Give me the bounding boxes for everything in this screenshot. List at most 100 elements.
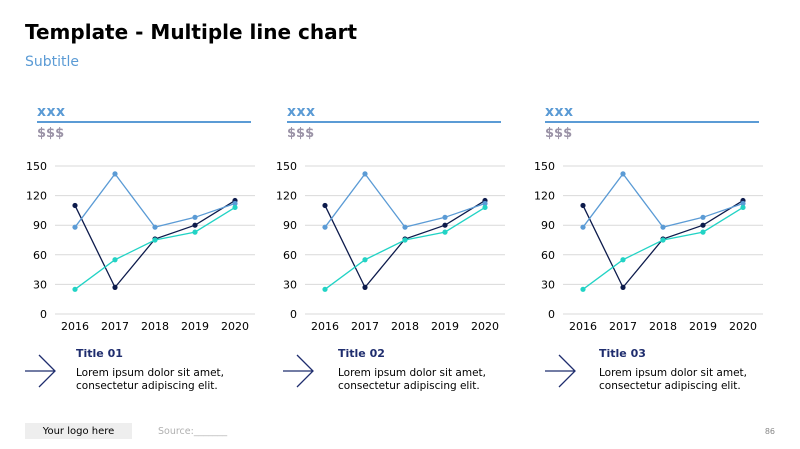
caption-title: Title 02 — [338, 347, 385, 360]
data-point — [112, 257, 118, 263]
panel-heading: xxx — [37, 104, 66, 120]
data-point — [442, 229, 448, 235]
page-number: 86 — [764, 427, 775, 436]
series-line — [74, 206, 236, 290]
x-tick-label: 2018 — [649, 320, 677, 333]
y-tick-label: 0 — [290, 308, 297, 321]
y-tick-label: 60 — [33, 249, 47, 262]
arrow-right-icon — [25, 354, 56, 388]
logo-placeholder: Your logo here — [25, 423, 132, 439]
data-point — [482, 204, 488, 211]
y-tick-label: 30 — [33, 278, 47, 291]
data-point — [620, 284, 626, 290]
y-tick-label: 90 — [283, 219, 297, 232]
x-tick-label: 2020 — [729, 320, 757, 333]
data-point — [152, 237, 158, 243]
data-point — [402, 224, 408, 230]
data-point — [112, 171, 118, 177]
x-tick-label: 2020 — [471, 320, 499, 333]
data-point — [442, 214, 448, 220]
data-point — [112, 284, 118, 290]
x-tick-label: 2018 — [141, 320, 169, 333]
data-point — [700, 229, 706, 235]
data-point — [192, 222, 198, 228]
series-line — [582, 206, 744, 290]
caption-body: Lorem ipsum dolor sit amet, consectetur … — [599, 367, 747, 392]
panel-value-label: $$$ — [545, 126, 573, 141]
data-point — [192, 229, 198, 235]
y-tick-label: 60 — [541, 249, 555, 262]
caption-title: Title 03 — [599, 347, 646, 360]
series-line — [324, 172, 486, 228]
y-tick-label: 0 — [548, 308, 555, 321]
data-point — [192, 214, 198, 220]
y-tick-label: 30 — [541, 278, 555, 291]
series-line — [582, 172, 744, 228]
x-tick-label: 2016 — [569, 320, 597, 333]
data-point — [322, 224, 328, 230]
chart-panel-1: xxx $$$ 0 30 60 90 120 150 2016 2017 2018 2019 202… — [25, 100, 265, 340]
caption-body: Lorem ipsum dolor sit amet, consectetur … — [76, 367, 224, 392]
x-tick-label: 2017 — [609, 320, 637, 333]
x-tick-label: 2016 — [61, 320, 89, 333]
y-tick-label: 30 — [283, 278, 297, 291]
data-point — [232, 200, 238, 207]
x-tick-label: 2019 — [181, 320, 209, 333]
panel-value-label: $$$ — [37, 126, 65, 141]
data-point — [322, 286, 328, 292]
x-tick-label: 2020 — [221, 320, 249, 333]
data-point — [232, 204, 238, 211]
data-point — [700, 214, 706, 220]
x-tick-label: 2019 — [431, 320, 459, 333]
series-line — [582, 199, 744, 289]
x-tick-label: 2018 — [391, 320, 419, 333]
data-point — [362, 257, 368, 263]
y-tick-label: 90 — [541, 219, 555, 232]
caption-title: Title 01 — [76, 347, 123, 360]
line-chart-3: 0 30 60 90 120 150 2016 2017 2018 2019 2020 — [534, 160, 763, 333]
x-tick-label: 2019 — [689, 320, 717, 333]
caption-body: Lorem ipsum dolor sit amet, consectetur … — [338, 367, 486, 392]
data-point — [700, 222, 706, 228]
panel-heading: xxx — [545, 104, 574, 120]
x-tick-label: 2017 — [101, 320, 129, 333]
y-tick-label: 120 — [534, 190, 555, 203]
panel-heading: xxx — [287, 104, 316, 120]
arrow-right-icon — [545, 354, 576, 388]
data-point — [580, 286, 586, 292]
data-point — [362, 284, 368, 290]
data-point — [740, 204, 746, 211]
data-point — [72, 286, 78, 292]
arrow-right-icon — [283, 354, 314, 388]
page-subtitle: Subtitle — [25, 54, 80, 70]
series-line — [324, 206, 486, 290]
source-note: Source:_______ — [158, 426, 228, 437]
page-title: Template - Multiple line chart — [25, 20, 358, 44]
panel-divider — [287, 121, 501, 123]
data-point — [442, 222, 448, 228]
line-chart-2: 0 30 60 90 120 150 2016 2017 2018 2019 2020 — [276, 160, 505, 333]
data-point — [620, 257, 626, 263]
x-tick-label: 2017 — [351, 320, 379, 333]
panel-divider — [545, 121, 759, 123]
y-tick-label: 60 — [283, 249, 297, 262]
y-tick-label: 120 — [26, 190, 47, 203]
data-point — [72, 224, 78, 230]
chart-panel-2: xxx $$$ 0 30 60 90 120 150 2016 2017 2018 2019 202… — [275, 100, 515, 340]
data-point — [152, 224, 158, 230]
y-tick-label: 90 — [33, 219, 47, 232]
series-line — [74, 172, 236, 228]
data-point — [580, 224, 586, 230]
x-tick-label: 2016 — [311, 320, 339, 333]
data-point — [362, 171, 368, 177]
data-point — [660, 237, 666, 243]
panel-divider — [37, 121, 251, 123]
series-line — [74, 199, 236, 289]
y-tick-label: 0 — [40, 308, 47, 321]
y-tick-label: 150 — [276, 160, 297, 173]
y-tick-label: 150 — [534, 160, 555, 173]
y-tick-label: 150 — [26, 160, 47, 173]
data-point — [660, 224, 666, 230]
data-point — [72, 202, 78, 209]
data-point — [482, 200, 488, 207]
